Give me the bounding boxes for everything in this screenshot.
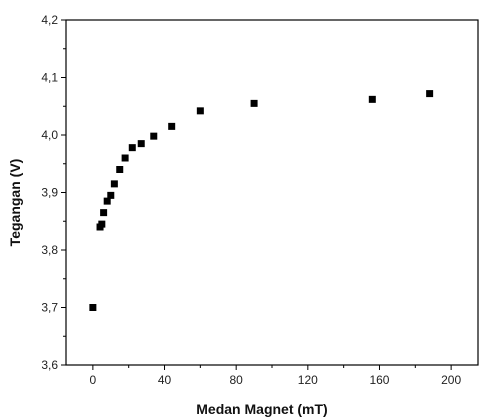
y-tick-label: 4,2 [41, 13, 58, 27]
data-point [168, 122, 176, 130]
data-point [100, 209, 108, 217]
data-points [89, 90, 434, 311]
data-point [196, 107, 204, 115]
y-axis-title: Tegangan (V) [7, 159, 23, 247]
y-tick-label: 4,0 [41, 128, 58, 142]
y-tick-label: 3,7 [41, 301, 58, 315]
y-tick-label: 3,6 [41, 358, 58, 372]
data-point [89, 304, 97, 311]
y-tick-label: 3,9 [41, 186, 58, 200]
data-point [368, 95, 376, 103]
x-axis-title: Medan Magnet (mT) [196, 401, 327, 417]
x-axis-ticks: 0 40 80 120 160 200 [90, 365, 461, 387]
data-point [116, 166, 124, 173]
y-axis-ticks: 3,6 3,7 3,8 3,9 4,0 4,1 4,2 [41, 13, 66, 372]
plot-frame [65, 19, 479, 366]
x-tick-label: 160 [369, 373, 389, 387]
data-point [103, 197, 111, 205]
x-tick-label: 0 [90, 373, 97, 387]
data-point [110, 180, 118, 188]
x-tick-label: 120 [298, 373, 318, 387]
data-point [121, 154, 129, 162]
x-tick-label: 200 [441, 373, 461, 387]
x-tick-label: 40 [158, 373, 172, 387]
data-point [150, 132, 158, 140]
data-point [107, 191, 115, 199]
data-point [137, 140, 145, 148]
data-point [426, 90, 434, 98]
y-tick-label: 3,8 [41, 243, 58, 257]
data-point [128, 144, 136, 152]
y-tick-label: 4,1 [41, 71, 58, 85]
data-point [250, 99, 258, 107]
data-point [98, 220, 106, 228]
x-tick-label: 80 [229, 373, 243, 387]
